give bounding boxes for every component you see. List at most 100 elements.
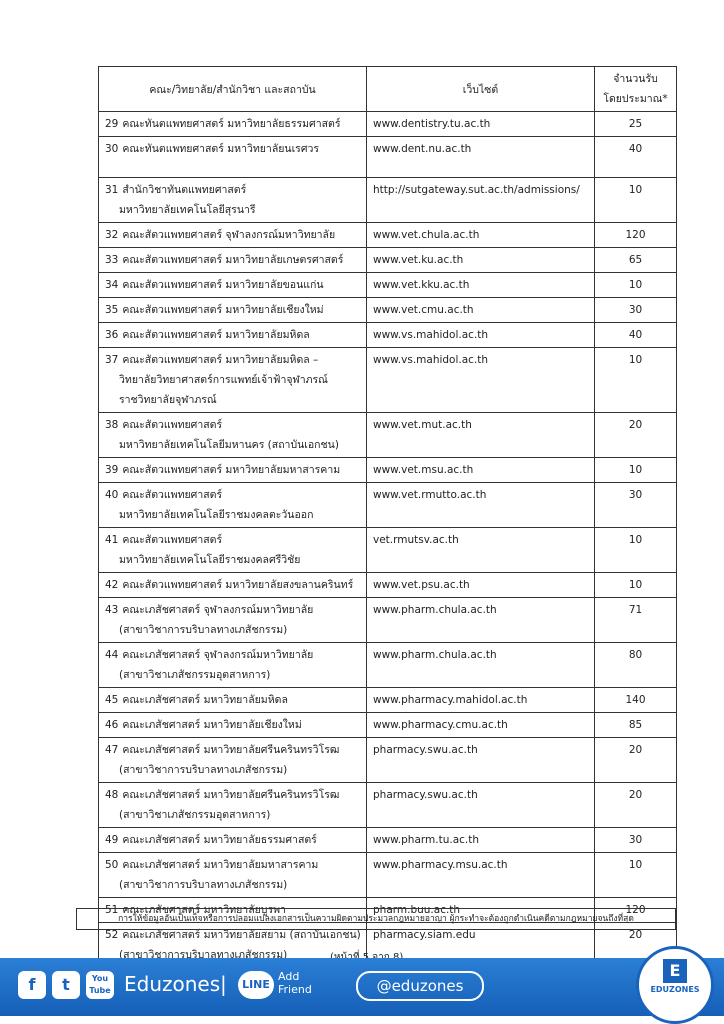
count-cell: 30 bbox=[594, 297, 677, 323]
faculty-text: คณะเภสัชศาสตร์ มหาวิทยาลัยบูรพา bbox=[122, 904, 286, 916]
row: 40 คณะสัตวแพทยศาสตร์ มหาวิทยาลัยเทคโนโลยีร… bbox=[98, 482, 677, 528]
row-number: 31 bbox=[105, 184, 119, 196]
website: www.pharmacy.cmu.ac.th bbox=[373, 719, 508, 731]
header-count-line: จำนวนรับ bbox=[613, 73, 658, 85]
line-icon[interactable]: LINE bbox=[238, 971, 274, 999]
count: 20 bbox=[628, 419, 643, 431]
website-cell: www.vs.mahidol.ac.th bbox=[366, 347, 595, 413]
website-cell: www.vet.rmutto.ac.th bbox=[366, 482, 595, 528]
website-cell: www.pharmacy.mahidol.ac.th bbox=[366, 687, 595, 713]
faculty-line: 51 คณะเภสัชศาสตร์ มหาวิทยาลัยบูรพา bbox=[105, 900, 360, 920]
row-number: 49 bbox=[105, 834, 119, 846]
count-cell: 20 bbox=[594, 412, 677, 458]
row: 48 คณะเภสัชศาสตร์ มหาวิทยาลัยศรีนครินทรวิ… bbox=[98, 782, 677, 828]
website: www.pharmacy.mahidol.ac.th bbox=[373, 694, 528, 706]
row: 42 คณะสัตวแพทยศาสตร์ มหาวิทยาลัยสงขลานคริ… bbox=[98, 572, 677, 598]
count: 10 bbox=[628, 279, 643, 291]
row-number: 46 bbox=[105, 719, 119, 731]
row: 30 คณะทันตแพทยศาสตร์ มหาวิทยาลัยนเรศวร www… bbox=[98, 136, 677, 178]
facebook-icon[interactable]: f bbox=[18, 971, 46, 999]
row-number: 29 bbox=[105, 118, 119, 130]
faculty-line: 49 คณะเภสัชศาสตร์ มหาวิทยาลัยธรรมศาสตร์ bbox=[105, 830, 360, 850]
count: 40 bbox=[628, 329, 643, 341]
faculty-line: 42 คณะสัตวแพทยศาสตร์ มหาวิทยาลัยสงขลานคริ… bbox=[105, 575, 360, 595]
website-cell: www.vet.mut.ac.th bbox=[366, 412, 595, 458]
row: 31 สำนักวิชาทันตแพทยศาสตร์ มหาวิทยาลัยเทคโ… bbox=[98, 177, 677, 223]
faculty-text: คณะเภสัชศาสตร์ มหาวิทยาลัยสยาม (สถาบันเอ… bbox=[122, 929, 361, 941]
header-faculty: คณะ/วิทยาลัย/สำนักวิชา และสถาบัน bbox=[98, 66, 367, 112]
faculty-cell: 41 คณะสัตวแพทยศาสตร์มหาวิทยาลัยเทคโนโลยีร… bbox=[98, 527, 367, 573]
website: www.vet.chula.ac.th bbox=[373, 229, 480, 241]
count-cell: 30 bbox=[594, 482, 677, 528]
faculty-cell: 44 คณะเภสัชศาสตร์ จุฬาลงกรณ์มหาวิทยาลัย (ส… bbox=[98, 642, 367, 688]
faculty-line: (สาขาวิชาเภสัชกรรมอุตสาหการ) bbox=[119, 669, 271, 681]
header-count: จำนวนรับ โดยประมาณ* bbox=[594, 66, 677, 112]
faculty-line: (สาขาวิชาการบริบาลทางเภสัชกรรม) bbox=[119, 624, 288, 636]
website: www.vet.psu.ac.th bbox=[373, 579, 470, 591]
website: www.vs.mahidol.ac.th bbox=[373, 354, 489, 366]
faculty-line: (สาขาวิชาการบริบาลทางเภสัชกรรม) bbox=[119, 764, 288, 776]
faculty-line: 45 คณะเภสัชศาสตร์ มหาวิทยาลัยมหิดล bbox=[105, 690, 360, 710]
count-cell: 85 bbox=[594, 712, 677, 738]
count-cell: 65 bbox=[594, 247, 677, 273]
faculty-text: คณะทันตแพทยศาสตร์ มหาวิทยาลัยนเรศวร bbox=[122, 143, 320, 155]
faculty-cell: 37 คณะสัตวแพทยศาสตร์ มหาวิทยาลัยมหิดล – วิ… bbox=[98, 347, 367, 413]
faculty-text: คณะสัตวแพทยศาสตร์ มหาวิทยาลัยมหาสารคาม bbox=[122, 464, 341, 476]
count: 10 bbox=[628, 184, 643, 196]
count-cell: 120 bbox=[594, 222, 677, 248]
faculty-text: คณะสัตวแพทยศาสตร์ มหาวิทยาลัยมหิดล – bbox=[122, 354, 319, 366]
logo-letter: E bbox=[663, 959, 687, 983]
faculty-line: 46 คณะเภสัชศาสตร์ มหาวิทยาลัยเชียงใหม่ bbox=[105, 715, 360, 735]
brand: Eduzones bbox=[124, 972, 221, 996]
faculty-line: 35 คณะสัตวแพทยศาสตร์ มหาวิทยาลัยเชียงใหม่ bbox=[105, 300, 360, 320]
page-number: (หน้าที่ 5 จาก 8) bbox=[330, 950, 403, 965]
row-number: 47 bbox=[105, 744, 119, 756]
website: vet.rmutsv.ac.th bbox=[373, 534, 459, 546]
banner: f t You Tube Eduzones | LINE Add Friend @e… bbox=[0, 958, 724, 1016]
count: 30 bbox=[628, 834, 643, 846]
website-cell: www.pharmacy.msu.ac.th bbox=[366, 852, 595, 898]
website-cell: www.dent.nu.ac.th bbox=[366, 136, 595, 178]
website-cell: www.vet.ku.ac.th bbox=[366, 247, 595, 273]
legal-note: การให้ข้อมูลอันเป็นเท็จหรือการปลอมแปลงเอ… bbox=[76, 908, 676, 930]
faculty-cell: 43 คณะเภสัชศาสตร์ จุฬาลงกรณ์มหาวิทยาลัย (ส… bbox=[98, 597, 367, 643]
website-cell: www.pharmacy.cmu.ac.th bbox=[366, 712, 595, 738]
faculty-cell: 32 คณะสัตวแพทยศาสตร์ จุฬาลงกรณ์มหาวิทยาลั… bbox=[98, 222, 367, 248]
count: 71 bbox=[628, 604, 643, 616]
youtube-icon[interactable]: You Tube bbox=[86, 971, 114, 999]
faculty-line: 30 คณะทันตแพทยศาสตร์ มหาวิทยาลัยนเรศวร bbox=[105, 139, 360, 159]
faculty-line: 41 คณะสัตวแพทยศาสตร์ bbox=[105, 530, 360, 550]
faculty-line: 39 คณะสัตวแพทยศาสตร์ มหาวิทยาลัยมหาสารคาม bbox=[105, 460, 360, 480]
count-cell: 80 bbox=[594, 642, 677, 688]
faculty-text: คณะสัตวแพทยศาสตร์ มหาวิทยาลัยสงขลานครินท… bbox=[122, 579, 354, 591]
website: www.vet.ku.ac.th bbox=[373, 254, 464, 266]
row: 29 คณะทันตแพทยศาสตร์ มหาวิทยาลัยธรรมศาสตร… bbox=[98, 111, 677, 137]
row-number: 39 bbox=[105, 464, 119, 476]
count: 30 bbox=[628, 304, 643, 316]
handle[interactable]: @eduzones bbox=[356, 971, 484, 1001]
add-friend[interactable]: Add Friend bbox=[278, 970, 312, 996]
faculty-cell: 48 คณะเภสัชศาสตร์ มหาวิทยาลัยศรีนครินทรวิ… bbox=[98, 782, 367, 828]
faculty-cell: 29 คณะทันตแพทยศาสตร์ มหาวิทยาลัยธรรมศาสตร… bbox=[98, 111, 367, 137]
count: 10 bbox=[628, 534, 643, 546]
website-cell: www.vet.kku.ac.th bbox=[366, 272, 595, 298]
count: 10 bbox=[628, 579, 643, 591]
website-cell: vet.rmutsv.ac.th bbox=[366, 527, 595, 573]
row: 36 คณะสัตวแพทยศาสตร์ มหาวิทยาลัยมหิดล www.… bbox=[98, 322, 677, 348]
faculty-line: 52 คณะเภสัชศาสตร์ มหาวิทยาลัยสยาม (สถาบัน… bbox=[105, 925, 361, 945]
count-cell: 30 bbox=[594, 827, 677, 853]
faculty-text: คณะเภสัชศาสตร์ มหาวิทยาลัยศรีนครินทรวิโร… bbox=[122, 744, 340, 756]
row-number: 48 bbox=[105, 789, 119, 801]
website: pharm.buu.ac.th bbox=[373, 904, 461, 916]
twitter-icon[interactable]: t bbox=[52, 971, 80, 999]
faculty-line: 50 คณะเภสัชศาสตร์ มหาวิทยาลัยมหาสารคาม bbox=[105, 855, 360, 875]
row-number: 45 bbox=[105, 694, 119, 706]
website-cell: http://sutgateway.sut.ac.th/admissions/ bbox=[366, 177, 595, 223]
website: www.dentistry.tu.ac.th bbox=[373, 118, 491, 130]
faculty-text: คณะเภสัชศาสตร์ มหาวิทยาลัยมหิดล bbox=[122, 694, 288, 706]
row-number: 50 bbox=[105, 859, 119, 871]
faculty-line: มหาวิทยาลัยเทคโนโลยีราชมงคลศรีวิชัย bbox=[119, 554, 301, 566]
faculty-cell: 51 คณะเภสัชศาสตร์ มหาวิทยาลัยบูรพา bbox=[98, 897, 367, 923]
faculty-cell: 38 คณะสัตวแพทยศาสตร์ มหาวิทยาลัยเทคโนโลยีม… bbox=[98, 412, 367, 458]
